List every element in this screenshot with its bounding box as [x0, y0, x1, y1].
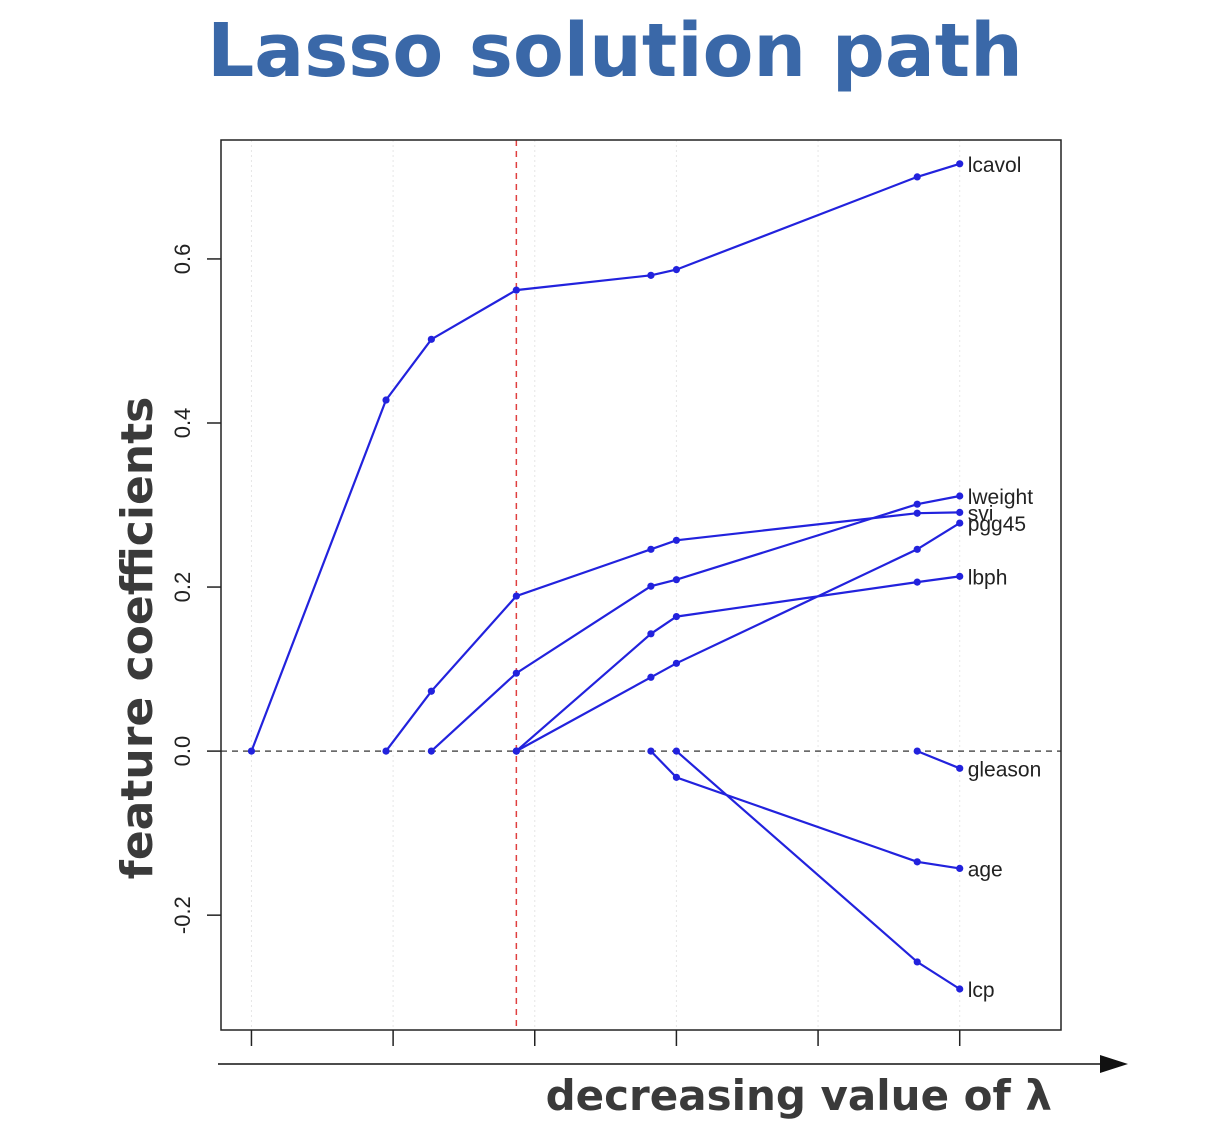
data-point-lcavol — [382, 396, 390, 404]
data-point-lcavol — [427, 335, 435, 343]
data-point-svi — [956, 508, 964, 517]
data-point-lcavol — [512, 286, 520, 294]
series-label-lcp: lcp — [968, 979, 995, 1002]
series-lines — [247, 160, 964, 993]
data-point-age — [647, 747, 655, 755]
data-point-age — [956, 864, 964, 873]
series-line-svi — [385, 511, 960, 752]
y-tick-label: 0.0 — [170, 736, 195, 767]
data-point-pgg45 — [956, 519, 964, 527]
y-tick-label: 0.4 — [170, 408, 195, 439]
data-point-lbph — [913, 578, 921, 586]
y-tick-label: 0.2 — [170, 572, 195, 603]
series-label-pgg45: pgg45 — [968, 513, 1026, 536]
data-point-svi — [913, 509, 921, 517]
x-axis-ticks — [250, 1030, 961, 1046]
data-point-lcavol — [956, 160, 964, 168]
data-point-svi — [512, 592, 520, 600]
y-axis-label: feature coefficients — [112, 397, 163, 880]
series-label-svi: svi — [968, 502, 994, 525]
x-axis-arrow-head — [1100, 1055, 1128, 1073]
y-tick-label: 0.6 — [170, 244, 195, 275]
data-point-lbph — [672, 612, 681, 621]
data-point-gleason — [956, 764, 964, 772]
data-point-age — [913, 858, 921, 866]
data-point-lweight — [512, 669, 520, 677]
data-point-lcp — [956, 985, 964, 993]
data-point-gleason — [913, 747, 921, 755]
data-point-lcavol — [247, 747, 256, 755]
series-label-lweight: lweight — [968, 486, 1034, 509]
grid-lines — [250, 140, 961, 1030]
series-line-lweight — [430, 494, 960, 752]
series-label-lbph: lbph — [968, 566, 1008, 589]
data-point-lbph — [956, 572, 964, 580]
data-point-lweight — [672, 576, 681, 584]
data-point-lcp — [913, 958, 921, 966]
reference-lines — [221, 140, 1061, 1030]
data-point-lbph — [512, 747, 520, 755]
series-label-gleason: gleason — [968, 758, 1042, 781]
series-label-age: age — [968, 858, 1003, 881]
series-line-age — [650, 750, 960, 870]
data-point-svi — [672, 536, 681, 544]
x-axis-label: decreasing value of λ — [546, 1071, 1052, 1120]
data-point-lcavol — [672, 266, 681, 274]
data-point-lweight — [913, 500, 921, 508]
series-line-pgg45 — [515, 522, 961, 753]
data-point-svi — [382, 747, 390, 755]
series-line-lcavol — [250, 162, 961, 752]
data-point-lbph — [647, 630, 655, 638]
series-line-lbph — [515, 575, 960, 752]
plot-frame — [220, 139, 1062, 1031]
series-label-lcavol: lcavol — [968, 154, 1022, 177]
data-point-pgg45 — [647, 673, 655, 681]
chart-title: Lasso solution path — [207, 8, 1023, 94]
data-point-lweight — [956, 492, 964, 500]
data-point-pgg45 — [913, 545, 921, 553]
data-point-lcp — [672, 747, 681, 755]
data-point-age — [672, 773, 681, 781]
data-point-lweight — [647, 582, 655, 590]
y-axis-ticks: -0.2 0.0 0.2 0.4 0.6 — [170, 244, 221, 934]
data-point-lweight — [427, 747, 435, 755]
y-tick-label: -0.2 — [170, 896, 195, 934]
data-point-lcavol — [913, 173, 921, 181]
series-line-gleason — [916, 750, 961, 770]
data-point-pgg45 — [672, 659, 681, 667]
data-point-svi — [647, 545, 655, 553]
data-point-lcavol — [647, 271, 655, 279]
data-point-svi — [427, 687, 435, 695]
